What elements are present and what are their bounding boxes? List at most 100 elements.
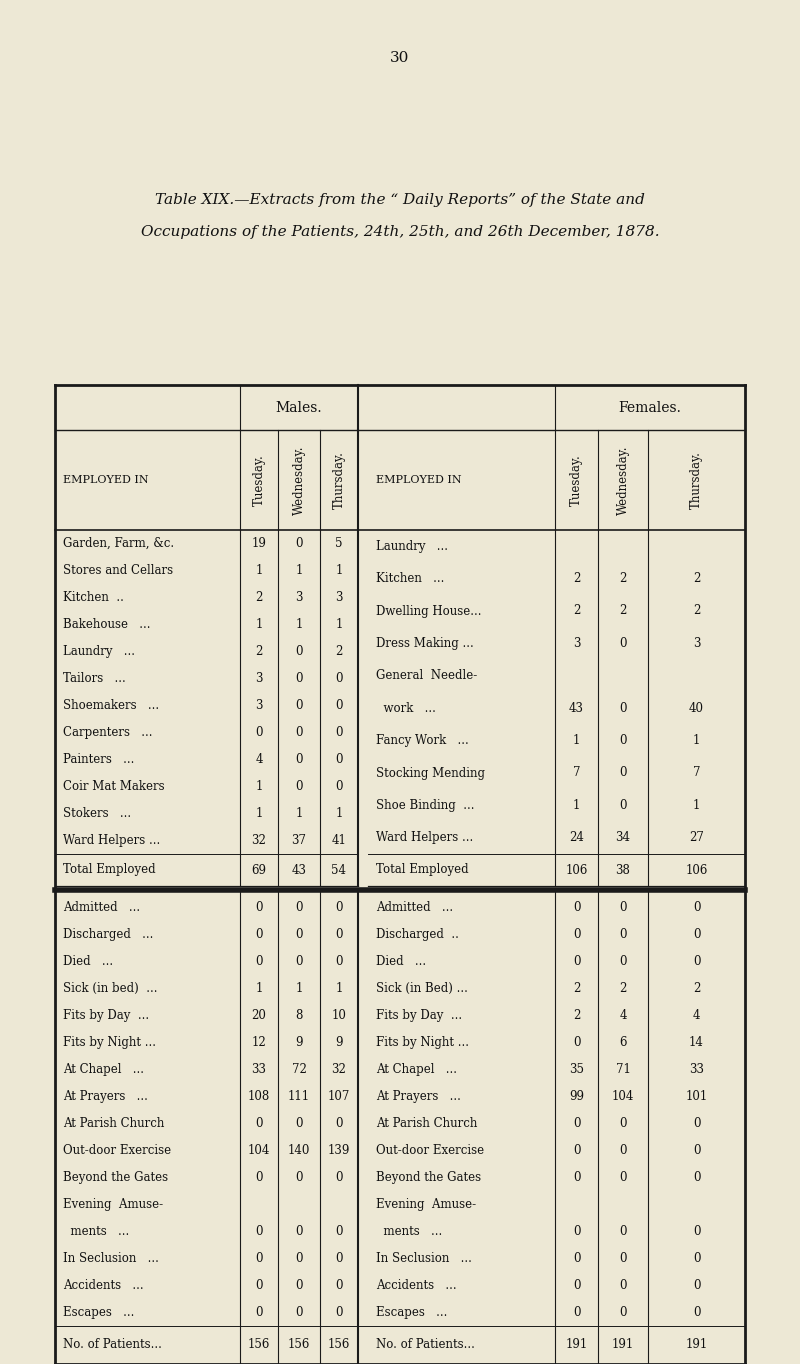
Text: Bakehouse   ...: Bakehouse ... <box>63 618 150 632</box>
Text: 3: 3 <box>255 672 262 685</box>
Text: 0: 0 <box>295 1172 302 1184</box>
Text: 1: 1 <box>295 807 302 820</box>
Text: Wednesday.: Wednesday. <box>293 445 306 514</box>
Text: 1: 1 <box>335 807 342 820</box>
Text: 35: 35 <box>569 1063 584 1076</box>
Text: 2: 2 <box>693 982 700 994</box>
Text: Accidents   ...: Accidents ... <box>376 1279 457 1292</box>
Text: Tuesday.: Tuesday. <box>570 454 583 506</box>
Text: 0: 0 <box>295 672 302 685</box>
Text: 106: 106 <box>566 863 588 877</box>
Text: 156: 156 <box>288 1338 310 1352</box>
Text: At Chapel   ...: At Chapel ... <box>63 1063 144 1076</box>
Text: 24: 24 <box>569 831 584 844</box>
Text: Total Employed: Total Employed <box>63 863 156 877</box>
Text: 0: 0 <box>255 726 262 739</box>
Text: 0: 0 <box>693 1144 700 1157</box>
Text: 0: 0 <box>619 902 626 914</box>
Text: 30: 30 <box>390 50 410 65</box>
Text: 3: 3 <box>693 637 700 649</box>
Text: 4: 4 <box>255 753 262 767</box>
Text: At Parish Church: At Parish Church <box>63 1117 164 1129</box>
Text: 191: 191 <box>566 1338 588 1352</box>
Text: ments   ...: ments ... <box>63 1225 130 1239</box>
Text: 0: 0 <box>295 537 302 550</box>
Text: 1: 1 <box>255 780 262 792</box>
Text: Escapes   ...: Escapes ... <box>63 1305 134 1319</box>
Text: Admitted   ...: Admitted ... <box>63 902 140 914</box>
Text: 1: 1 <box>573 734 580 747</box>
Text: 0: 0 <box>693 955 700 968</box>
Text: 1: 1 <box>335 618 342 632</box>
Text: Fits by Day  ...: Fits by Day ... <box>376 1009 462 1022</box>
Text: 0: 0 <box>573 1172 580 1184</box>
Text: Fits by Day  ...: Fits by Day ... <box>63 1009 149 1022</box>
Text: 0: 0 <box>255 1225 262 1239</box>
Text: 0: 0 <box>693 1279 700 1292</box>
Text: Thursday.: Thursday. <box>333 451 346 509</box>
Text: At Prayers   ...: At Prayers ... <box>63 1090 148 1103</box>
Text: 0: 0 <box>693 1225 700 1239</box>
Text: 0: 0 <box>619 1279 626 1292</box>
Text: 3: 3 <box>335 591 342 604</box>
Text: 2: 2 <box>573 1009 580 1022</box>
Text: 1: 1 <box>335 563 342 577</box>
Text: Admitted   ...: Admitted ... <box>376 902 453 914</box>
Text: 0: 0 <box>295 928 302 941</box>
Text: 0: 0 <box>619 734 626 747</box>
Text: 2: 2 <box>619 572 626 585</box>
Text: 139: 139 <box>328 1144 350 1157</box>
Text: 69: 69 <box>251 863 266 877</box>
Text: 0: 0 <box>295 645 302 657</box>
Text: General  Needle-: General Needle- <box>376 670 478 682</box>
Text: Evening  Amuse-: Evening Amuse- <box>63 1198 163 1211</box>
Text: Tailors   ...: Tailors ... <box>63 672 126 685</box>
Text: Accidents   ...: Accidents ... <box>63 1279 144 1292</box>
Text: 0: 0 <box>335 928 342 941</box>
Text: 0: 0 <box>335 672 342 685</box>
Text: 0: 0 <box>335 1252 342 1264</box>
Text: Kitchen  ..: Kitchen .. <box>63 591 124 604</box>
Text: 104: 104 <box>612 1090 634 1103</box>
Text: 9: 9 <box>335 1037 342 1049</box>
Text: 0: 0 <box>255 1305 262 1319</box>
Text: 0: 0 <box>619 1252 626 1264</box>
Text: Escapes   ...: Escapes ... <box>376 1305 447 1319</box>
Text: Shoe Binding  ...: Shoe Binding ... <box>376 799 474 812</box>
Text: Thursday.: Thursday. <box>690 451 703 509</box>
Text: 19: 19 <box>251 537 266 550</box>
Text: 7: 7 <box>573 767 580 779</box>
Text: 0: 0 <box>619 1225 626 1239</box>
Text: 101: 101 <box>686 1090 708 1103</box>
Text: 111: 111 <box>288 1090 310 1103</box>
Text: 32: 32 <box>251 833 266 847</box>
Text: Dress Making ...: Dress Making ... <box>376 637 474 649</box>
Text: 33: 33 <box>689 1063 704 1076</box>
Text: 43: 43 <box>569 701 584 715</box>
Text: 41: 41 <box>331 833 346 847</box>
Text: 9: 9 <box>295 1037 302 1049</box>
Text: Fancy Work   ...: Fancy Work ... <box>376 734 469 747</box>
Text: 108: 108 <box>248 1090 270 1103</box>
Text: Males.: Males. <box>276 401 322 415</box>
Text: Carpenters   ...: Carpenters ... <box>63 726 153 739</box>
Text: 38: 38 <box>615 863 630 877</box>
Text: 0: 0 <box>573 955 580 968</box>
Text: Wednesday.: Wednesday. <box>617 445 630 514</box>
Text: 0: 0 <box>295 753 302 767</box>
Text: 1: 1 <box>255 807 262 820</box>
Text: 0: 0 <box>693 902 700 914</box>
Text: At Prayers   ...: At Prayers ... <box>376 1090 461 1103</box>
Text: 0: 0 <box>295 1252 302 1264</box>
Text: 14: 14 <box>689 1037 704 1049</box>
Text: 33: 33 <box>251 1063 266 1076</box>
Text: Stokers   ...: Stokers ... <box>63 807 131 820</box>
Text: In Seclusion   ...: In Seclusion ... <box>376 1252 472 1264</box>
Text: 0: 0 <box>573 902 580 914</box>
Text: Laundry   ...: Laundry ... <box>63 645 135 657</box>
Text: 0: 0 <box>255 1252 262 1264</box>
Text: Tuesday.: Tuesday. <box>253 454 266 506</box>
Text: No. of Patients...: No. of Patients... <box>63 1338 162 1352</box>
Text: In Seclusion   ...: In Seclusion ... <box>63 1252 159 1264</box>
Text: work   ...: work ... <box>376 701 436 715</box>
